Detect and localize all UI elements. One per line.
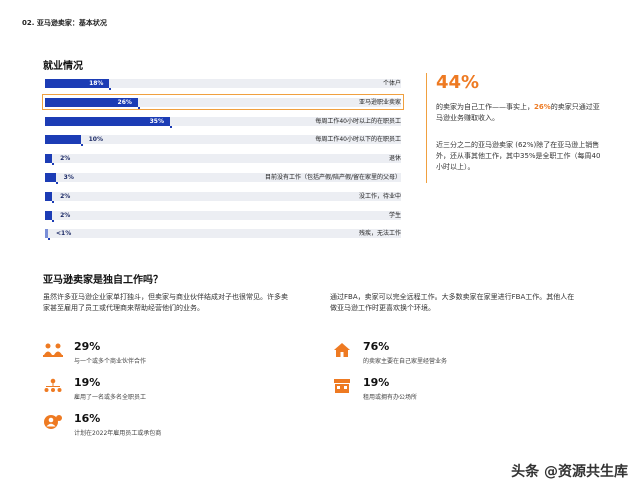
stat-percent: 19% [74, 376, 101, 389]
bar [45, 191, 53, 201]
side-text-1-highlight: 26% [534, 103, 551, 111]
bar-category-label: 学生 [388, 211, 401, 219]
bar-end-marker [52, 163, 55, 166]
bar-row: <1% 残疾，无法工作 [43, 226, 403, 241]
bar-end-marker [48, 238, 50, 241]
independent-title: 亚马逊卖家是独自工作吗？ [43, 275, 163, 286]
office-icon [334, 379, 350, 393]
bar-value-label: <1% [56, 230, 72, 238]
bar-track [45, 97, 401, 107]
bar-value-label: 2% [60, 155, 71, 163]
side-text-1: 的卖家为自己工作——事实上，26%的卖家只通过亚马逊业务赚取收入。 [436, 102, 601, 124]
stat-desc: 雇用了一名或多名全职员工 [74, 394, 147, 401]
bar-end-marker [109, 88, 112, 90]
bar-row: 2% 学生 [43, 208, 403, 222]
side-text-1a: 的卖家为自己工作——事实上， [436, 103, 534, 111]
bar-category-label: 每周工作40小时以上的在职员工 [315, 117, 401, 125]
bar-category-label: 残疾，无法工作 [358, 230, 401, 238]
stat-desc: 的卖家主要在自己家里经营业务 [363, 358, 448, 365]
bar-end-marker [137, 106, 140, 109]
stat-percent: 29% [74, 340, 101, 353]
stat-percent: 19% [363, 376, 390, 389]
bar-value-label: 3% [63, 174, 74, 181]
bar [45, 97, 138, 107]
side-text-2: 近三分之二的亚马逊卖家 (62%)除了在亚马逊上销售外，还从事其他工作，其中35… [436, 141, 601, 171]
bar-value-label: 2% [60, 211, 71, 219]
people-icon [43, 343, 63, 357]
bar-category-label: 个体户 [382, 80, 401, 87]
bar-category-label: 退休 [388, 155, 401, 163]
watermark: 头条 @资源共生库 [511, 464, 628, 480]
bar-row: 2% 退休 [43, 151, 403, 166]
bar-row: 26% 亚马逊职业卖家 [42, 93, 404, 110]
bar-track [45, 210, 401, 220]
bar-category-label: 亚马逊职业卖家 [358, 98, 401, 106]
paragraph-left: 虽然许多亚马逊企业家单打独斗，但卖家与商业伙伴结成对子也很常见。许多卖家甚至雇用… [43, 293, 288, 312]
bar-track [45, 229, 401, 239]
stat-percent: 16% [74, 412, 101, 425]
org-chart-icon [44, 378, 62, 392]
bar-track [45, 79, 401, 88]
bar [45, 116, 170, 126]
bar-row: 10% 每周工作40小时以下的在职员工 [43, 132, 403, 147]
bar-track [45, 135, 401, 145]
bar-row: 35% 每周工作40小时以上的在职员工 [43, 114, 403, 128]
stat-percent: 76% [363, 340, 390, 353]
side-text-1b: 的卖家只通过亚马逊业务赚取收入。 [436, 103, 600, 122]
bar [45, 79, 110, 88]
bar-track [45, 173, 401, 182]
bar-category-label: 目前没有工作（包括产假/陪产假/留在家里的父母） [264, 174, 401, 181]
bar-row: 3% 目前没有工作（包括产假/陪产假/留在家里的父母） [43, 170, 403, 184]
bar-value-label: 10% [88, 136, 103, 144]
headline-percent: 44% [436, 72, 480, 93]
bar-category-label: 没工作，待业中 [358, 192, 401, 200]
bar-value-label: 2% [60, 192, 71, 200]
bar-value-label: 18% [89, 80, 104, 87]
bar [45, 154, 53, 164]
stat-desc: 计划在2022年雇用员工或承包商 [74, 430, 162, 437]
bar-value-label: 26% [117, 98, 132, 106]
hire-icon [44, 415, 62, 429]
bar-end-marker [52, 200, 55, 203]
paragraph-right: 通过FBA，卖家可以完全远程工作。大多数卖家在家里进行FBA工作。其他人在做亚马… [330, 293, 575, 312]
bar-row: 2% 没工作，待业中 [43, 189, 403, 203]
bar-track [45, 191, 401, 201]
bar-track [45, 154, 401, 164]
bar-category-label: 每周工作40小时以下的在职员工 [315, 136, 401, 144]
section-label: 02. 亚马逊卖家：基本状况 [22, 19, 107, 27]
orange-divider [426, 73, 427, 183]
bar [45, 173, 56, 182]
bar-row: 18% 个体户 [43, 76, 403, 90]
home-icon [334, 343, 350, 357]
bar [45, 210, 53, 220]
bar-end-marker [80, 144, 83, 147]
stat-desc: 租用或拥有办公场所 [363, 394, 418, 401]
bar-end-marker [169, 125, 172, 128]
stat-desc: 与一个或多个商业伙伴合作 [74, 358, 147, 365]
bar-end-marker [55, 182, 58, 184]
bar-end-marker [52, 219, 55, 222]
bar-value-label: 35% [149, 117, 164, 125]
bar [45, 229, 48, 239]
bar-track [45, 116, 401, 126]
bar [45, 135, 81, 145]
chart-title: 就业情况 [43, 61, 83, 72]
